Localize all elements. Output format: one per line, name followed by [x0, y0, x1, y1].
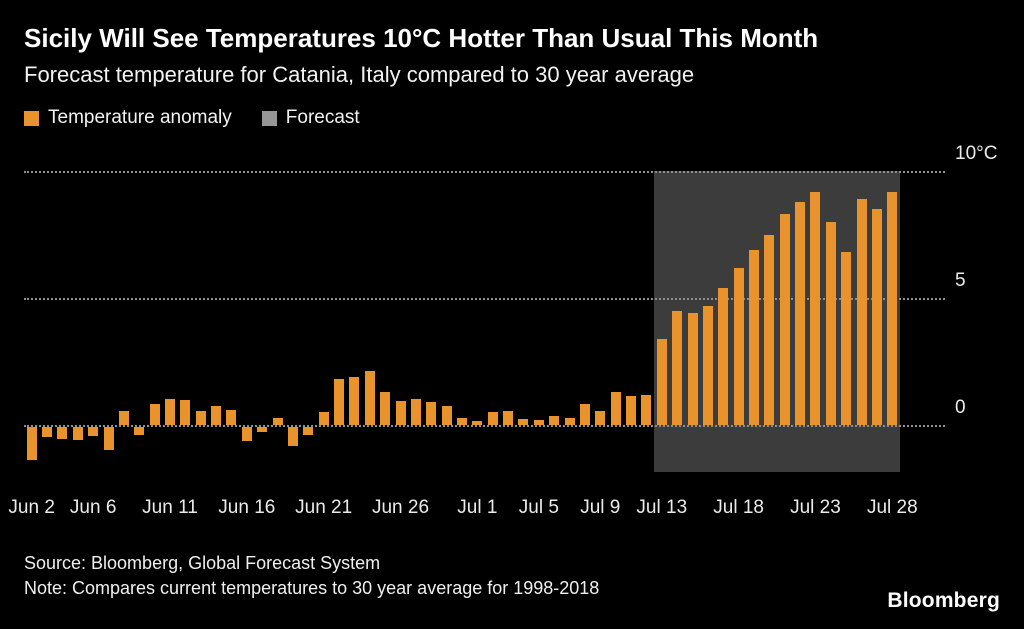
bar	[149, 403, 160, 426]
legend-item-temperature-anomaly: Temperature anomaly	[24, 107, 232, 129]
bar	[103, 427, 114, 451]
x-tick-label: Jul 13	[636, 497, 688, 519]
x-tick-label: Jun 21	[295, 497, 353, 519]
chart-footer: Source: Bloomberg, Global Forecast Syste…	[24, 551, 1000, 601]
bar	[564, 417, 575, 426]
bar	[626, 395, 637, 426]
bar-chart: 10°C 5 0	[24, 141, 1000, 491]
bar	[825, 221, 836, 426]
bar	[241, 427, 252, 442]
bar	[395, 401, 406, 426]
bar	[42, 427, 53, 438]
bar	[334, 379, 345, 426]
bar	[549, 416, 560, 426]
legend-item-forecast: Forecast	[261, 107, 360, 129]
gridline	[24, 425, 945, 428]
bar	[226, 409, 237, 426]
bar	[641, 394, 652, 426]
bar	[26, 427, 37, 461]
x-tick-label: Jun 11	[142, 497, 198, 519]
bloomberg-logo: Bloomberg	[887, 589, 1000, 612]
x-tick-label: Jun 16	[218, 497, 276, 519]
source-text: Source: Bloomberg, Global Forecast Syste…	[24, 553, 381, 574]
bar	[533, 420, 544, 426]
bar	[118, 411, 129, 426]
bar	[672, 310, 683, 426]
bar	[410, 398, 421, 426]
bar	[303, 427, 314, 435]
chart-subtitle: Forecast temperature for Catania, Italy …	[24, 61, 695, 87]
bar	[795, 201, 806, 426]
x-tick-label: Jul 18	[713, 497, 764, 519]
x-tick-label: Jul 23	[790, 497, 841, 519]
bar	[718, 288, 729, 426]
bar	[426, 402, 437, 426]
bar	[749, 249, 759, 426]
gridline	[24, 298, 945, 301]
x-tick-label: Jul 1	[457, 497, 498, 519]
bar	[287, 427, 298, 447]
bar	[856, 199, 867, 426]
bar	[180, 399, 191, 426]
bar	[871, 209, 882, 426]
bar	[518, 418, 529, 426]
x-tick-label: Jun 26	[371, 497, 430, 519]
bar	[779, 214, 790, 426]
legend-label-temperature-anomaly: Temperature anomaly	[48, 107, 232, 129]
bar	[457, 417, 467, 426]
x-axis: Jun 2 Jun 6 Jun 11 Jun 16 Jun 21 Jun 26 Jul 1 J…	[8, 495, 1000, 529]
bar	[57, 427, 68, 439]
bar	[318, 412, 329, 426]
bar	[211, 406, 222, 426]
legend: Temperature anomaly Forecast	[24, 107, 1000, 129]
bar	[887, 191, 898, 426]
bar	[733, 267, 744, 426]
bar	[487, 412, 498, 426]
bar	[764, 234, 775, 426]
x-tick-label: Jul 28	[866, 497, 918, 519]
gridline	[24, 171, 945, 174]
chart-title: Sicily Will See Temperatures 10°C Hotter…	[24, 23, 819, 53]
bar	[380, 392, 391, 426]
bar	[364, 370, 375, 426]
bar	[841, 252, 852, 426]
bar	[257, 427, 268, 433]
bar	[702, 305, 713, 426]
legend-label-forecast: Forecast	[285, 107, 360, 129]
bar	[441, 406, 452, 426]
x-tick-label: Jul 5	[518, 497, 559, 519]
bar	[272, 417, 283, 426]
bar	[134, 427, 145, 435]
bar	[472, 421, 483, 426]
x-tick-label: Jun 6	[69, 497, 117, 519]
bar	[349, 376, 360, 426]
note-text: Note: Compares current temperatures to 3…	[24, 578, 600, 599]
x-tick-label: Jul 9	[580, 497, 621, 519]
y-tick-label: 10°C	[955, 143, 998, 165]
y-tick-label: 0	[955, 397, 966, 419]
bar	[656, 338, 667, 426]
forecast-swatch-icon	[261, 110, 277, 126]
bar	[595, 411, 606, 426]
bar	[610, 392, 621, 426]
bar	[88, 427, 99, 437]
bar	[72, 427, 83, 440]
bar	[579, 403, 590, 426]
bar	[165, 398, 175, 426]
bar	[687, 313, 698, 426]
bar	[503, 411, 514, 426]
bar	[810, 191, 821, 426]
bar	[195, 411, 206, 426]
y-tick-label: 5	[955, 270, 966, 292]
x-tick-label: Jun 2	[8, 497, 55, 519]
anomaly-swatch-icon	[24, 110, 39, 126]
